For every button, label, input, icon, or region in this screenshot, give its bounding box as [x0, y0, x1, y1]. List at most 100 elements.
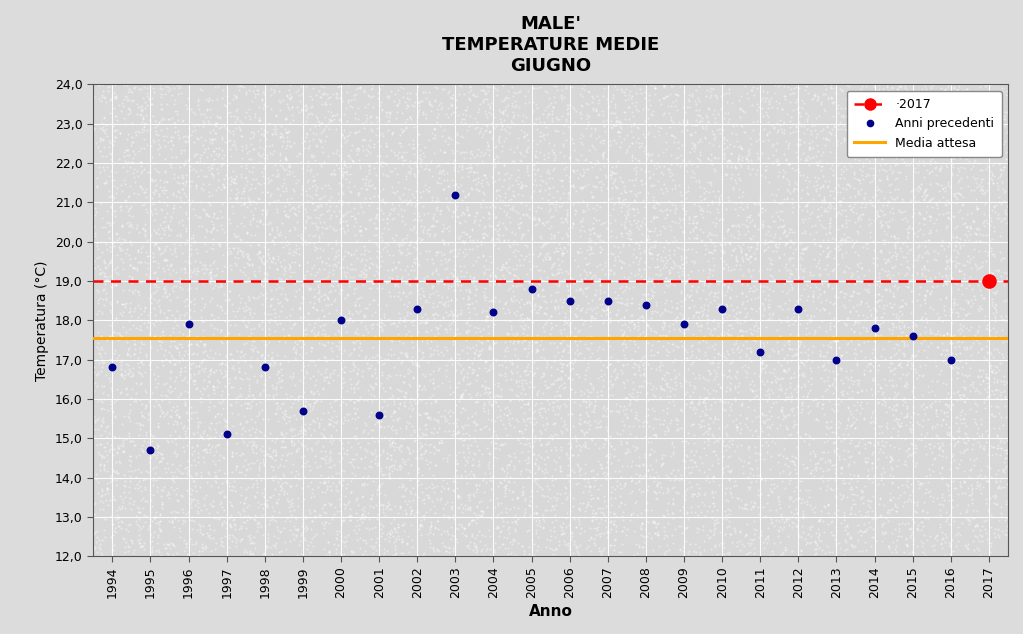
Point: [540, 437, 557, 447]
Point: [494, 539, 510, 549]
Point: [154, 326, 171, 336]
Point: [346, 547, 362, 557]
Point: [869, 118, 885, 128]
Point: [123, 535, 139, 545]
Point: [862, 359, 879, 370]
Point: [257, 359, 273, 369]
Point: [337, 167, 353, 177]
Point: [396, 299, 412, 309]
Point: [543, 269, 560, 280]
Point: [184, 428, 201, 438]
Point: [377, 469, 394, 479]
Point: [713, 368, 729, 378]
Point: [620, 322, 636, 332]
Point: [647, 473, 663, 483]
Point: [184, 524, 201, 534]
Point: [788, 460, 804, 470]
Point: [307, 451, 323, 462]
Point: [574, 171, 590, 181]
Point: [884, 96, 900, 106]
Point: [350, 395, 366, 405]
Point: [655, 146, 671, 157]
Point: [341, 408, 357, 418]
Point: [359, 303, 375, 313]
Point: [353, 269, 369, 280]
Point: [939, 279, 955, 289]
Point: [277, 418, 294, 428]
Point: [855, 527, 872, 537]
Point: [886, 369, 902, 379]
Point: [726, 232, 743, 242]
Point: [864, 506, 881, 516]
Point: [402, 381, 418, 391]
Point: [263, 218, 279, 228]
Point: [333, 81, 350, 91]
Point: [701, 423, 717, 433]
Point: [924, 458, 940, 469]
Point: [693, 136, 709, 146]
Point: [405, 122, 421, 133]
Point: [871, 321, 887, 332]
Point: [685, 419, 702, 429]
Point: [663, 101, 679, 112]
Point: [917, 530, 933, 540]
Point: [521, 500, 537, 510]
Point: [529, 474, 545, 484]
Point: [841, 180, 857, 190]
Point: [101, 220, 118, 230]
Point: [458, 503, 475, 514]
Point: [311, 338, 327, 348]
Point: [363, 179, 380, 190]
Point: [602, 209, 618, 219]
Point: [923, 82, 939, 93]
Point: [937, 550, 953, 560]
Point: [167, 416, 183, 426]
Point: [888, 249, 904, 259]
Point: [608, 533, 624, 543]
Point: [830, 336, 846, 346]
Point: [871, 330, 887, 340]
Point: [684, 312, 701, 322]
Point: [964, 444, 980, 455]
Point: [121, 408, 137, 418]
Point: [802, 524, 818, 534]
Point: [476, 86, 492, 96]
Point: [613, 119, 629, 129]
Point: [983, 172, 999, 183]
Point: [987, 311, 1004, 321]
Point: [871, 398, 887, 408]
Title: MALE'
TEMPERATURE MEDIE
GIUGNO: MALE' TEMPERATURE MEDIE GIUGNO: [442, 15, 659, 75]
Point: [908, 417, 925, 427]
Point: [188, 441, 205, 451]
Point: [212, 512, 228, 522]
Point: [503, 321, 520, 332]
Point: [952, 393, 969, 403]
Point: [973, 135, 989, 145]
Point: [398, 233, 414, 243]
Point: [922, 155, 938, 165]
Point: [550, 267, 567, 277]
Point: [839, 81, 855, 91]
Point: [980, 348, 996, 358]
Point: [320, 179, 337, 190]
Point: [500, 476, 517, 486]
Point: [121, 316, 137, 326]
Point: [310, 354, 326, 364]
Point: [966, 275, 982, 285]
Point: [273, 218, 290, 228]
Point: [753, 376, 769, 386]
Point: [875, 133, 891, 143]
Point: [459, 328, 476, 339]
Point: [610, 126, 626, 136]
Point: [406, 254, 422, 264]
Point: [967, 117, 983, 127]
Point: [595, 149, 612, 159]
Point: [145, 275, 162, 285]
Point: [683, 398, 700, 408]
Point: [352, 512, 368, 522]
Point: [906, 196, 923, 206]
Point: [327, 235, 344, 245]
Point: [296, 533, 312, 543]
Point: [807, 536, 824, 546]
Point: [438, 547, 454, 557]
